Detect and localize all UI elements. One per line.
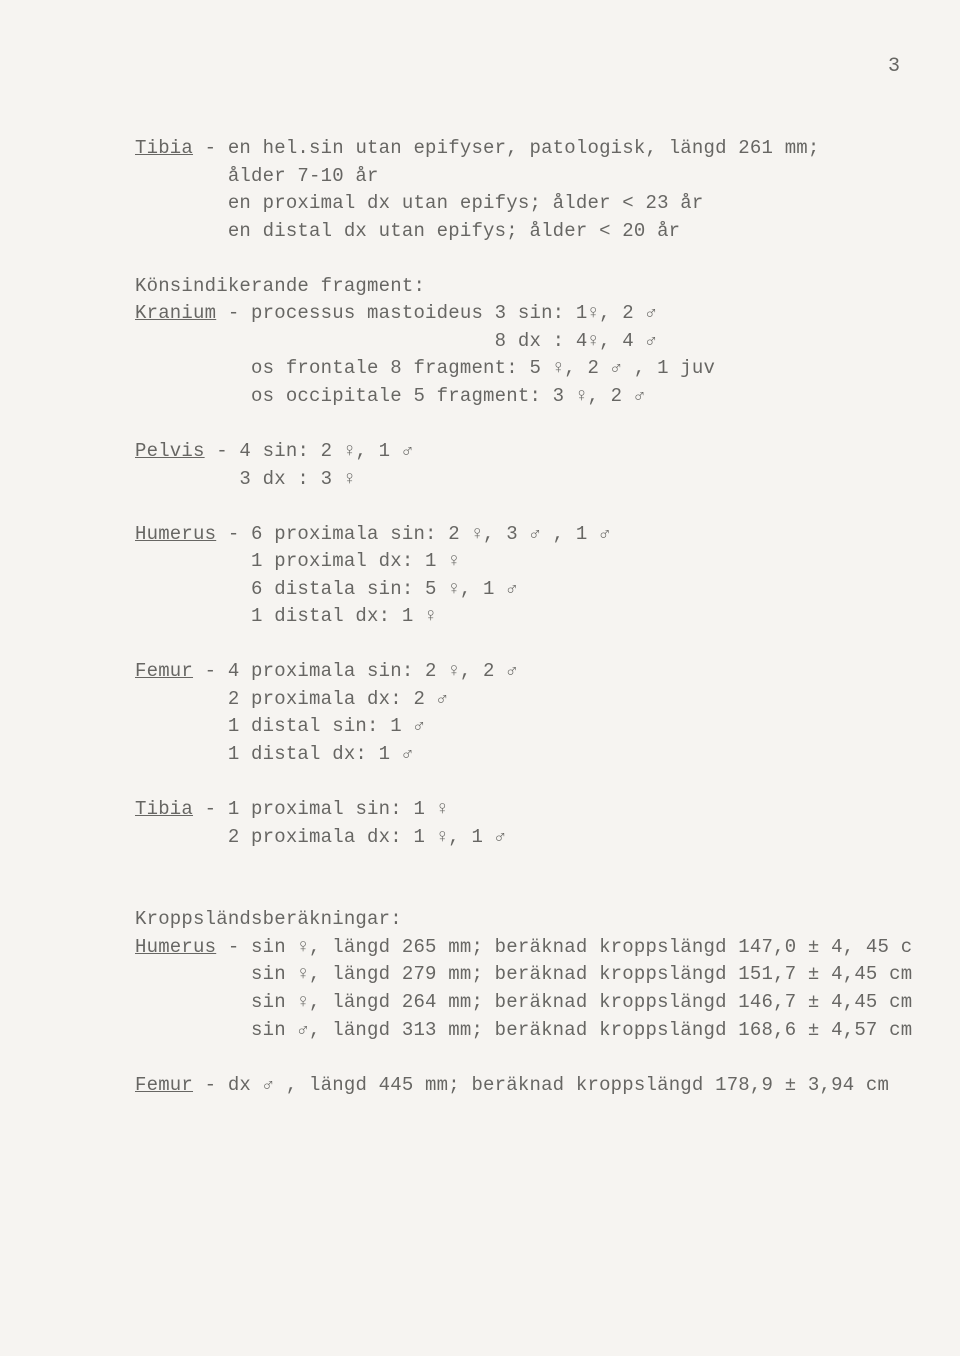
line: sin ♀, längd 264 mm; beräknad kroppsläng… — [135, 991, 912, 1013]
line: os frontale 8 fragment: 5 ♀, 2 ♂ , 1 juv — [135, 357, 715, 379]
label-humerus: Humerus — [135, 523, 216, 545]
line: Kroppsländsberäkningar: — [135, 908, 402, 930]
line: - sin ♀, längd 265 mm; beräknad kroppslä… — [216, 936, 912, 958]
line: en distal dx utan epifys; ålder < 20 år — [135, 220, 680, 242]
line: 3 dx : 3 ♀ — [135, 468, 355, 490]
label-tibia: Tibia — [135, 137, 193, 159]
line: 2 proximala dx: 1 ♀, 1 ♂ — [135, 826, 506, 848]
line: - 6 proximala sin: 2 ♀, 3 ♂ , 1 ♂ — [216, 523, 610, 545]
line: - dx ♂ , längd 445 mm; beräknad kroppslä… — [193, 1074, 889, 1096]
label-kranium: Kranium — [135, 302, 216, 324]
line: - 4 proximala sin: 2 ♀, 2 ♂ — [193, 660, 518, 682]
line: en proximal dx utan epifys; ålder < 23 å… — [135, 192, 704, 214]
page-number: 3 — [888, 55, 900, 78]
label-pelvis: Pelvis — [135, 440, 205, 462]
line: sin ♀, längd 279 mm; beräknad kroppsläng… — [135, 963, 912, 985]
page: 3 Tibia - en hel.sin utan epifyser, pato… — [0, 0, 960, 1356]
label-humerus-2: Humerus — [135, 936, 216, 958]
line: - 4 sin: 2 ♀, 1 ♂ — [205, 440, 414, 462]
line: os occipitale 5 fragment: 3 ♀, 2 ♂ — [135, 385, 645, 407]
line: ålder 7-10 år — [135, 165, 379, 187]
line: 6 distala sin: 5 ♀, 1 ♂ — [135, 578, 518, 600]
label-femur-2: Femur — [135, 1074, 193, 1096]
line: 2 proximala dx: 2 ♂ — [135, 688, 448, 710]
line: - processus mastoideus 3 sin: 1♀, 2 ♂ — [216, 302, 657, 324]
line: 1 distal dx: 1 ♂ — [135, 743, 413, 765]
line: 1 proximal dx: 1 ♀ — [135, 550, 460, 572]
line: 1 distal sin: 1 ♂ — [135, 715, 425, 737]
line: 8 dx : 4♀, 4 ♂ — [135, 330, 657, 352]
label-tibia-2: Tibia — [135, 798, 193, 820]
line: Könsindikerande fragment: — [135, 275, 425, 297]
line: sin ♂, längd 313 mm; beräknad kroppsläng… — [135, 1019, 912, 1041]
line: 1 distal dx: 1 ♀ — [135, 605, 437, 627]
document-body: Tibia - en hel.sin utan epifyser, patolo… — [135, 135, 950, 1099]
line: - en hel.sin utan epifyser, patologisk, … — [193, 137, 820, 159]
line: - 1 proximal sin: 1 ♀ — [193, 798, 448, 820]
label-femur: Femur — [135, 660, 193, 682]
